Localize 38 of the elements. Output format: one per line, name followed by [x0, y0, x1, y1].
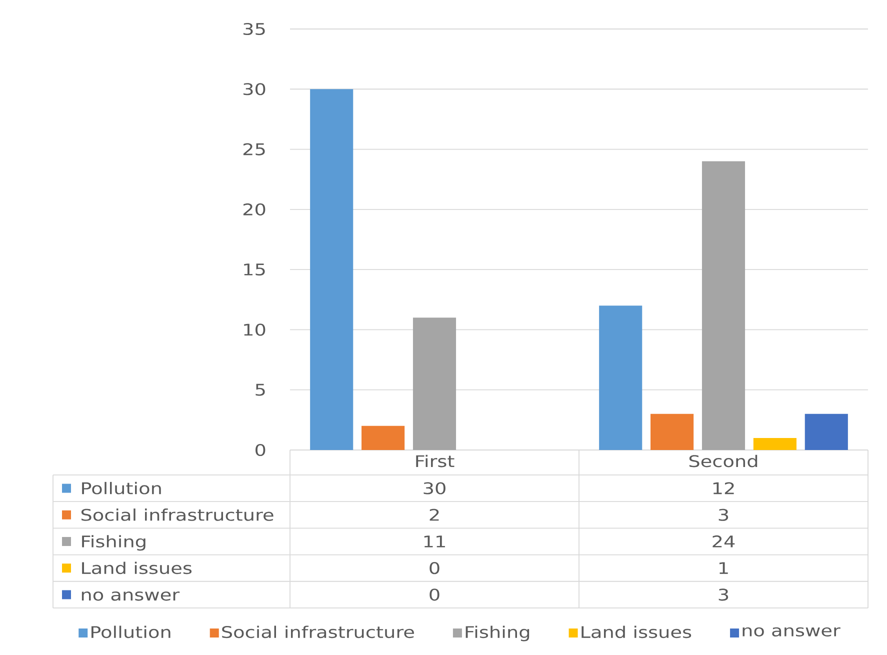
y-tick-label: 10 [244, 324, 266, 336]
text: Pollution [91, 626, 170, 638]
text: no answer [82, 592, 180, 601]
data-label: 24 [712, 535, 735, 548]
legend-label: Fishing [466, 626, 530, 642]
y-tick-label: 0 [256, 444, 266, 456]
y-tick-label: 15 [244, 264, 265, 276]
text: Land issues [82, 562, 192, 574]
data-label: 30 [424, 482, 446, 494]
y-tick-label: 20 [243, 203, 266, 216]
data-label: 12 [713, 482, 734, 494]
data-label: 3 [718, 588, 728, 601]
bar [753, 438, 796, 450]
data-label: 0 [430, 562, 440, 574]
legend-label: Pollution [82, 482, 161, 494]
text: Fishing [82, 535, 146, 551]
bar [599, 306, 642, 450]
legend-label: no answer [742, 627, 840, 636]
y-tick-label: 5 [256, 384, 265, 396]
y-tick-label: 35 [244, 22, 265, 36]
data-label: 2 [430, 508, 439, 521]
y-tick-label: 30 [244, 83, 266, 96]
data-label: 0 [430, 588, 440, 601]
bar [412, 318, 456, 450]
x-tick-label: First [416, 454, 454, 468]
legend-label: Social infrastructure [81, 508, 274, 521]
data-label: 1 [719, 562, 728, 574]
text: Social infrastructure [222, 626, 414, 638]
bar [702, 161, 746, 450]
bar [804, 414, 848, 450]
y-tick-label: 25 [243, 143, 265, 156]
bar [650, 414, 694, 450]
bar [310, 89, 354, 450]
data-label: 3 [718, 508, 728, 521]
bar [362, 426, 405, 450]
data-label: 11 [424, 536, 445, 548]
x-tick-label: Second [689, 454, 758, 468]
legend-label: Land issues [582, 626, 692, 638]
